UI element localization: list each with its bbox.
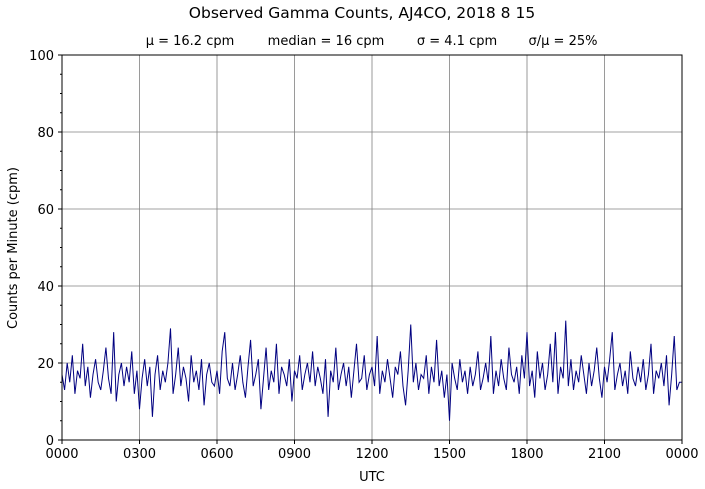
x-tick-label: 0300: [123, 447, 156, 462]
chart-title: Observed Gamma Counts, AJ4CO, 2018 8 15: [189, 4, 535, 22]
x-tick-label: 1500: [433, 447, 466, 462]
y-tick-label: 0: [46, 434, 54, 449]
x-tick-label: 0000: [45, 447, 78, 462]
y-axis-label: Counts per Minute (cpm): [6, 167, 21, 329]
x-tick-label: 2100: [588, 447, 621, 462]
subtitle-mean: μ = 16.2 cpm: [146, 34, 235, 49]
axis-ticks: 0000 0300 0600 0900 1200 1500 1800 2100 00000204…: [29, 49, 698, 462]
y-tick-label: 40: [37, 280, 54, 295]
y-tick-label: 60: [37, 203, 54, 218]
grid: [61, 54, 683, 441]
y-tick-label: 100: [29, 49, 54, 64]
x-tick-label: 1800: [510, 447, 543, 462]
y-tick-label: 80: [37, 126, 54, 141]
subtitle-sigma: σ = 4.1 cpm: [417, 34, 497, 49]
x-axis-label: UTC: [359, 470, 385, 485]
counts-line: [61, 320, 682, 421]
subtitle-median: median = 16 cpm: [268, 34, 385, 49]
y-tick-label: 20: [37, 357, 54, 372]
x-tick-label: 1200: [355, 447, 388, 462]
subtitle-cv: σ/μ = 25%: [529, 34, 598, 49]
x-tick-label: 0000: [665, 447, 698, 462]
x-tick-label: 0900: [278, 447, 311, 462]
x-tick-label: 0600: [200, 447, 233, 462]
